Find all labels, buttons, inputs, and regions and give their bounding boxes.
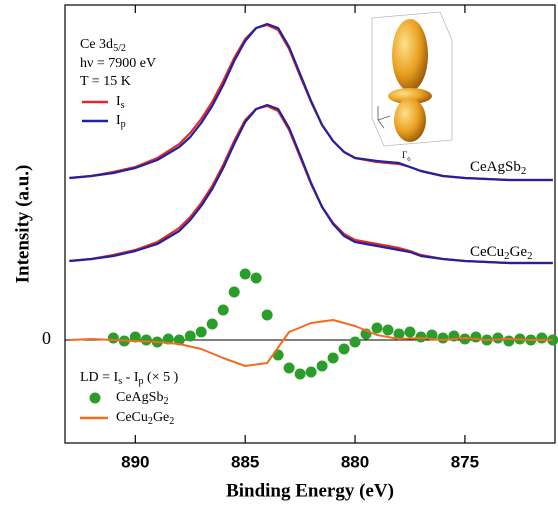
legend-swatch [89,392,101,404]
ld-point [184,330,196,342]
ld-point [283,362,295,374]
ld-point [261,309,273,321]
inset-lobe [394,98,426,142]
ld-point [415,331,427,343]
ld-point [228,286,240,298]
legend-label: Is [116,94,125,111]
ld-point [338,343,350,355]
inset-ring [388,88,432,104]
y-axis-label: Intensity (a.u.) [12,165,33,284]
ld-point [272,349,284,361]
ld-point [206,318,218,330]
ld-point [349,336,361,348]
inset-lobe [392,19,428,91]
legend-label: Ip [116,113,126,130]
inset-box [371,11,453,147]
ld-point [470,331,482,343]
x-tick-label: 885 [231,452,259,471]
ld-point [437,332,449,344]
inset-axis [377,115,391,121]
ld-point [217,304,229,316]
ld-point [316,360,328,372]
annotation: hν = 7900 eV [80,56,156,71]
ld-point [404,326,416,338]
x-axis-label: Binding Energy (eV) [226,480,394,501]
plot-frame [64,4,556,444]
legend-label: CeAgSb2 [116,390,169,407]
ld-point [107,332,119,344]
ld-point [239,268,251,280]
ld-point [195,326,207,338]
y-tick-label: 0 [42,328,51,348]
legend-label: CeCu2Ge2 [116,410,174,427]
ld-point [536,332,548,344]
ld-point [492,332,504,344]
ld-point [294,368,306,380]
inset-axis [377,119,385,129]
x-tick-label: 880 [341,452,369,471]
ld-point [371,322,383,334]
sample-label: CeCu2Ge2 [470,244,532,262]
ld-point [393,328,405,340]
annotation: T = 15 K [80,74,131,89]
ld-label: LD = Is - Ip (× 5 ) [80,370,179,387]
x-tick-label: 890 [121,452,149,471]
spectrum-line [69,22,553,182]
ld-line [69,319,553,367]
ld-point [250,272,262,284]
sample-label: CeAgSb2 [470,159,526,177]
inset: Γ6 [371,11,453,163]
ld-point [140,334,152,346]
inset-label: Γ6 [402,150,411,163]
ld-point [503,335,515,347]
ld-point [305,366,317,378]
x-tick-label: 875 [451,452,479,471]
annotation: Ce 3d5/2 [80,37,126,54]
ld-point [129,331,141,343]
ld-point [382,324,394,336]
spectrum-line [69,103,553,265]
ld-point [327,352,339,364]
